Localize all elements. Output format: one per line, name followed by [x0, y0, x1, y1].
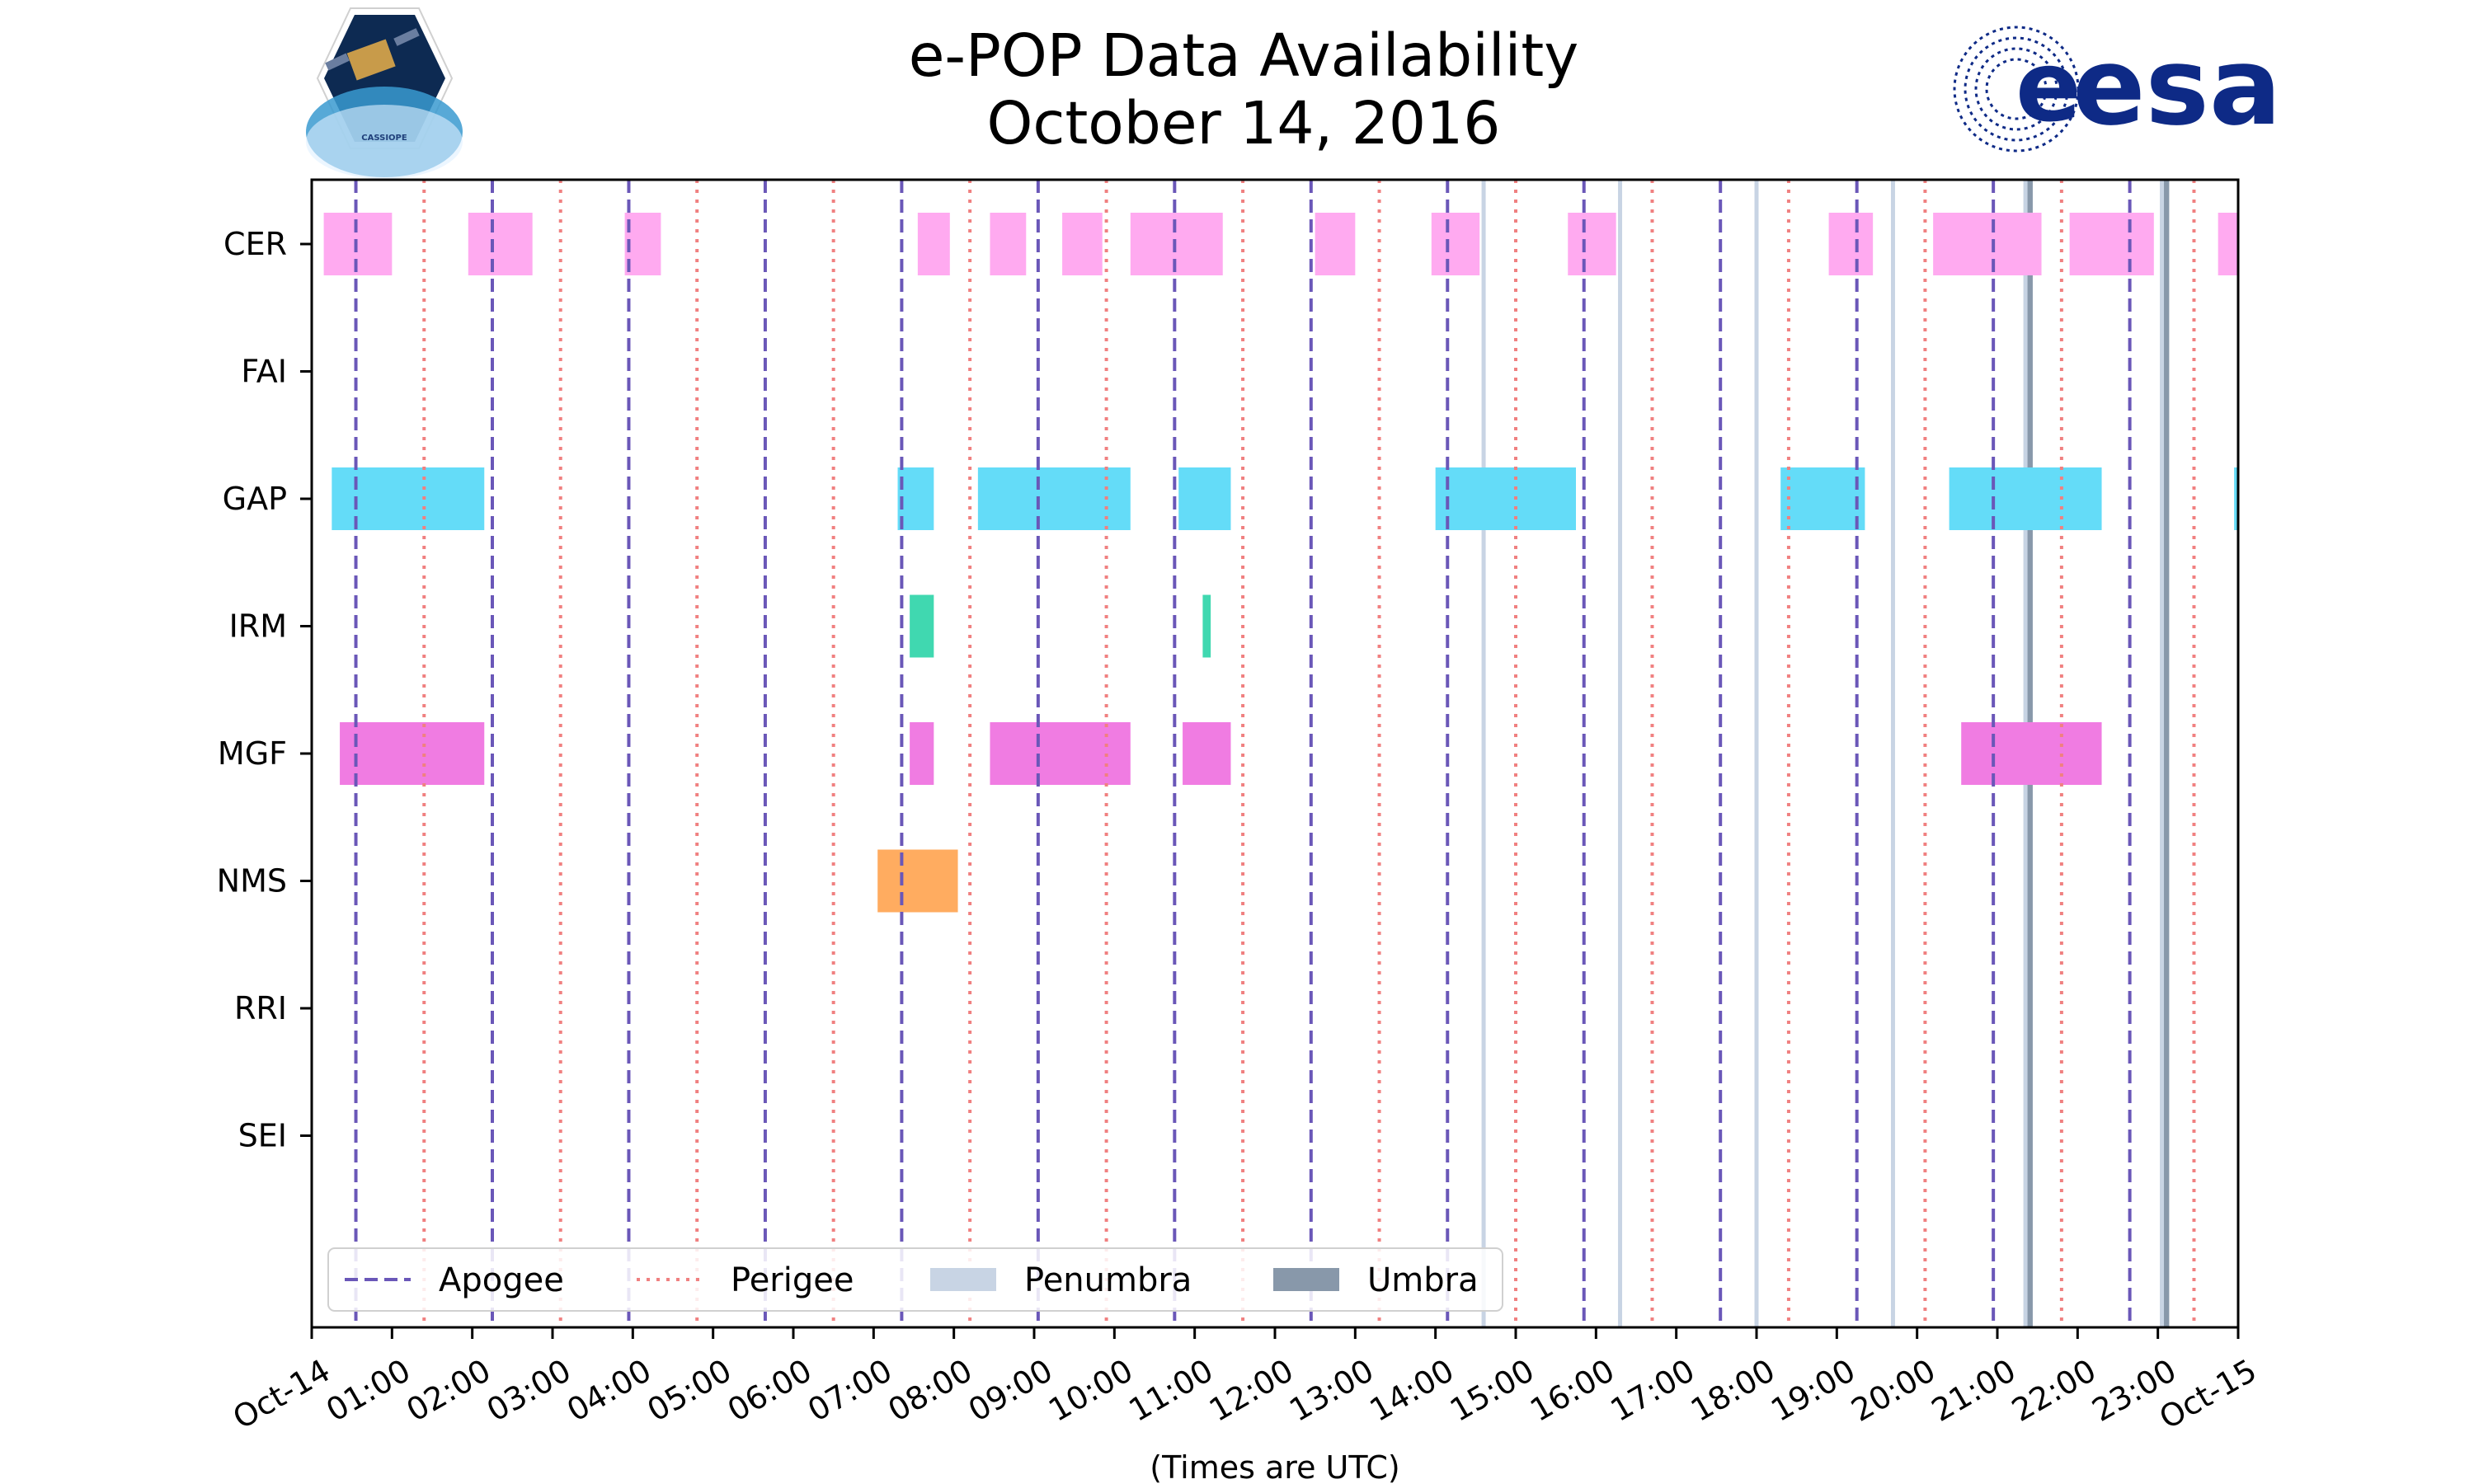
y-axis: CER FAI GAP IRM MGF NMS RRI SEI	[217, 226, 312, 1154]
x-tick-label-10: 10:00	[1042, 1352, 1139, 1429]
bar-irm-1	[1202, 594, 1211, 658]
esa-logo-text: esa	[2072, 24, 2281, 149]
legend-swatch-penumbra	[930, 1268, 996, 1291]
bar-cer-1	[468, 213, 533, 275]
bar-mgf-1	[910, 722, 934, 785]
legend: Apogee Perigee Penumbra Umbra	[327, 1247, 1503, 1312]
bars-layer	[323, 213, 2238, 913]
bar-cer-5	[1062, 213, 1103, 275]
plot-area	[310, 178, 2240, 1329]
bar-cer-2	[624, 213, 661, 275]
bar-cer-13	[2218, 213, 2238, 275]
x-tick-label-2: 02:00	[401, 1352, 497, 1429]
apogee-layer	[354, 180, 2132, 1327]
x-tick-label-17: 17:00	[1605, 1352, 1701, 1429]
y-tick-label-fai: FAI	[241, 354, 287, 390]
chart-subtitle: October 14, 2016	[987, 89, 1501, 157]
y-tick-label-rri: RRI	[234, 990, 287, 1026]
cassiope-logo: CASSIOPE	[306, 7, 463, 179]
bar-cer-3	[917, 213, 950, 275]
x-tick-label-18: 18:00	[1685, 1352, 1781, 1429]
bar-irm-0	[910, 594, 934, 658]
bar-cer-6	[1130, 213, 1223, 275]
perigee-layer	[422, 180, 2196, 1327]
x-tick-label-22: 22:00	[2006, 1352, 2102, 1429]
x-tick-label-5: 05:00	[642, 1352, 738, 1429]
x-tick-label-16: 16:00	[1524, 1352, 1620, 1429]
legend-box	[327, 1247, 1503, 1312]
y-tick-label-nms: NMS	[217, 863, 287, 899]
x-tick-label-14: 14:00	[1364, 1352, 1460, 1429]
x-tick-label-7: 07:00	[802, 1352, 898, 1429]
x-tick-label-9: 09:00	[962, 1352, 1059, 1429]
plot-frame	[310, 178, 2240, 1329]
x-tick-label-8: 08:00	[882, 1352, 979, 1429]
x-tick-label-19: 19:00	[1765, 1352, 1861, 1429]
x-axis-label: (Times are UTC)	[1150, 1449, 1399, 1484]
y-tick-label-cer: CER	[223, 226, 287, 262]
y-tick-label-irm: IRM	[229, 608, 287, 645]
esa-logo-mark: e	[1953, 26, 2081, 153]
bar-cer-0	[323, 213, 393, 275]
x-tick-label-15: 15:00	[1444, 1352, 1540, 1429]
y-tick-label-sei: SEI	[238, 1118, 287, 1154]
chart-title: e-POP Data Availability	[909, 21, 1578, 90]
svg-text:e: e	[2015, 30, 2081, 143]
x-tick-label-21: 21:00	[1926, 1352, 2022, 1429]
bar-nms-0	[877, 849, 958, 913]
x-tick-label-6: 06:00	[722, 1352, 818, 1429]
x-tick-label-1: 01:00	[320, 1352, 416, 1429]
bar-cer-7	[1315, 213, 1356, 275]
legend-swatch-umbra	[1273, 1268, 1339, 1291]
legend-label-perigee: Perigee	[731, 1261, 854, 1299]
x-tick-label-3: 03:00	[481, 1352, 577, 1429]
x-axis: Oct-1401:0002:0003:0004:0005:0006:0007:0…	[227, 1327, 2263, 1436]
bar-gap-3	[1178, 467, 1231, 530]
y-tick-label-mgf: MGF	[218, 735, 287, 772]
x-tick-label-20: 20:00	[1846, 1352, 1942, 1429]
bar-gap-4	[1435, 467, 1576, 530]
bar-gap-1	[897, 467, 934, 530]
legend-entries: Apogee Perigee Penumbra Umbra	[345, 1261, 1479, 1299]
x-tick-label-13: 13:00	[1283, 1352, 1380, 1429]
cassiope-logo-text: CASSIOPE	[361, 134, 407, 143]
bar-gap-6	[1949, 467, 2102, 530]
legend-label-penumbra: Penumbra	[1024, 1261, 1192, 1299]
x-tick-label-0: Oct-14	[227, 1352, 336, 1436]
x-tick-label-11: 11:00	[1123, 1352, 1220, 1429]
legend-label-apogee: Apogee	[439, 1261, 564, 1299]
bar-cer-9	[1568, 213, 1616, 275]
bar-cer-11	[1933, 213, 2042, 275]
y-tick-label-gap: GAP	[223, 481, 287, 517]
bar-mgf-2	[990, 722, 1131, 785]
x-tick-label-12: 12:00	[1203, 1352, 1300, 1429]
legend-label-umbra: Umbra	[1367, 1261, 1479, 1299]
bar-mgf-3	[1183, 722, 1231, 785]
bar-mgf-0	[340, 722, 485, 785]
bar-cer-10	[1828, 213, 1874, 275]
bar-gap-5	[1780, 467, 1865, 530]
bar-gap-7	[2234, 467, 2238, 530]
bar-cer-8	[1431, 213, 1480, 275]
esa-logo: e esa	[1953, 24, 2282, 153]
bar-mgf-4	[1961, 722, 2102, 785]
bar-cer-12	[2069, 213, 2154, 275]
bar-cer-4	[990, 213, 1027, 275]
x-tick-label-4: 04:00	[561, 1352, 657, 1429]
